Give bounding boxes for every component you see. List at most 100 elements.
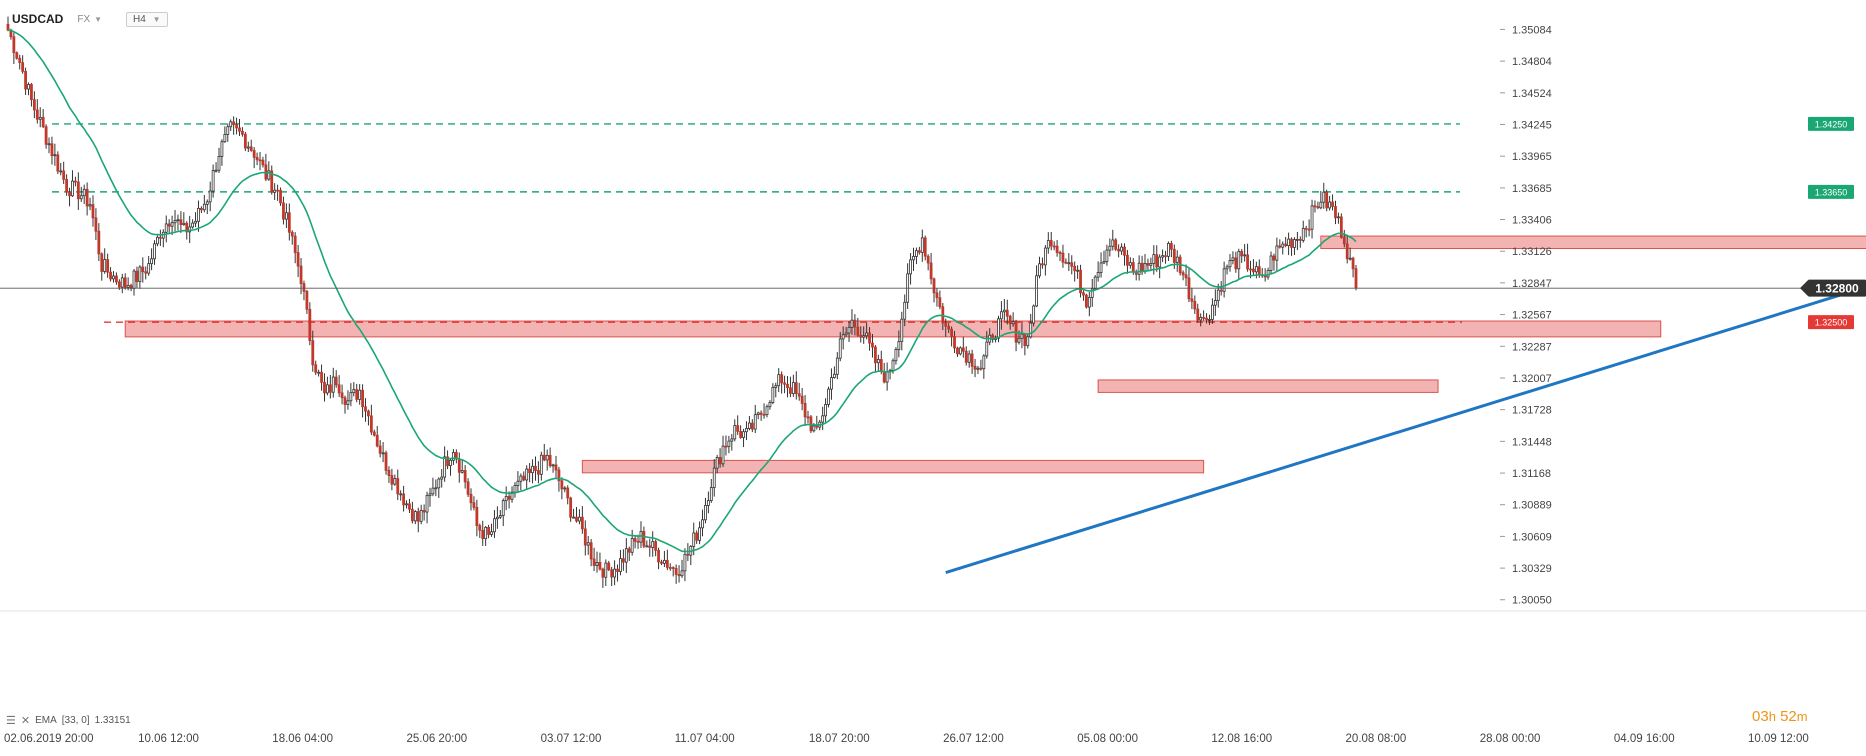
candle-body [909, 259, 912, 275]
candle-body [182, 222, 186, 226]
candle-body [648, 545, 652, 548]
zone-rect [581, 459, 1205, 474]
candle-body [416, 511, 420, 522]
candle-body [1281, 243, 1285, 248]
y-tick-label: 1.34245 [1512, 119, 1552, 131]
candle-body [663, 559, 666, 564]
candle-body [1295, 238, 1299, 241]
candle-body [1161, 255, 1164, 258]
candle-body [82, 188, 86, 197]
candle-body [241, 130, 244, 135]
y-tick-label: 1.32847 [1512, 278, 1552, 290]
candle-body [510, 491, 514, 500]
price-tag [1808, 116, 1854, 131]
candle-body [1208, 318, 1211, 321]
symbol-label[interactable]: USDCAD [12, 12, 64, 26]
candle-body [258, 159, 262, 162]
candle-body [138, 266, 142, 282]
candle-body [950, 328, 953, 337]
candle-body [296, 252, 300, 267]
chevron-down-icon[interactable]: ▼ [94, 14, 103, 24]
candle-body [783, 382, 786, 385]
candle-body [1073, 265, 1077, 272]
candle-body [185, 222, 189, 233]
candle-body [331, 376, 335, 393]
candle-body [1026, 336, 1030, 347]
price-tag-label: 1.34250 [1815, 119, 1848, 129]
candle-body [106, 259, 110, 273]
candle-body [1231, 257, 1235, 261]
y-tick-label: 1.32567 [1512, 310, 1552, 322]
candle-body [1211, 304, 1214, 320]
candle-body [1169, 243, 1173, 250]
candle-body [821, 415, 825, 423]
candle-body [569, 497, 573, 518]
candle-body [200, 207, 203, 211]
candle-body [1228, 260, 1232, 268]
close-icon[interactable]: ✕ [20, 715, 31, 727]
candle-body [337, 384, 341, 394]
candle-body [1293, 239, 1296, 248]
candle-body [156, 236, 159, 245]
candle-body [1263, 275, 1267, 278]
x-tick-label: 26.07 12:00 [943, 733, 1004, 745]
candle-body [1082, 292, 1085, 296]
y-tick-label: 1.30609 [1512, 531, 1552, 543]
candle-body [1184, 274, 1188, 279]
candle-body [876, 359, 880, 364]
candle-body [730, 438, 734, 442]
candle-body [267, 170, 271, 180]
candle-body [79, 195, 83, 200]
candle-body [897, 341, 901, 350]
candle-body [935, 292, 939, 299]
timer-minutes: 52 [1780, 708, 1797, 725]
candle-body [328, 384, 332, 393]
candle-body [1052, 245, 1056, 248]
candle-body [680, 570, 684, 577]
candle-body [1202, 316, 1206, 319]
candle-body [528, 468, 532, 474]
candle-body [531, 465, 534, 474]
candle-body [1213, 300, 1217, 306]
candle-body [786, 383, 789, 389]
market-label[interactable]: FX [77, 13, 91, 25]
settings-icon[interactable]: ☰ [6, 715, 16, 727]
candle-body [1257, 266, 1261, 276]
candle-body [985, 341, 989, 357]
y-tick-label: 1.31168 [1512, 468, 1551, 480]
candle-body [293, 235, 297, 253]
candle-body [748, 422, 751, 429]
candle-body [334, 376, 338, 386]
candle-body [563, 487, 567, 490]
candle-body [645, 545, 649, 548]
candle-body [759, 412, 763, 415]
candle-body [387, 469, 391, 476]
candle-body [695, 532, 699, 541]
candle-body [1035, 275, 1038, 307]
candle-body [1269, 255, 1273, 271]
candle-body [41, 116, 45, 128]
candle-body [367, 410, 370, 417]
candle-body [446, 456, 449, 467]
candle-body [123, 277, 127, 288]
ema-layer [7, 29, 1357, 553]
candle-body [314, 364, 318, 373]
candle-body [1111, 239, 1115, 247]
candle-body [953, 336, 956, 349]
candle-body [739, 430, 743, 438]
candle-body [560, 480, 564, 490]
candle-body [745, 428, 748, 433]
candle-body [490, 531, 493, 535]
candle-body [437, 478, 441, 489]
candle-body [507, 496, 511, 500]
candle-body [361, 389, 364, 408]
candle-body [537, 470, 540, 475]
candle-body [1325, 191, 1329, 209]
candle-body [736, 425, 740, 432]
candle-body [572, 516, 575, 519]
candle-body [1331, 201, 1334, 207]
timeframe-select[interactable]: H4 ▼ [126, 11, 168, 27]
candle-body [311, 340, 315, 366]
candle-body [144, 271, 148, 274]
